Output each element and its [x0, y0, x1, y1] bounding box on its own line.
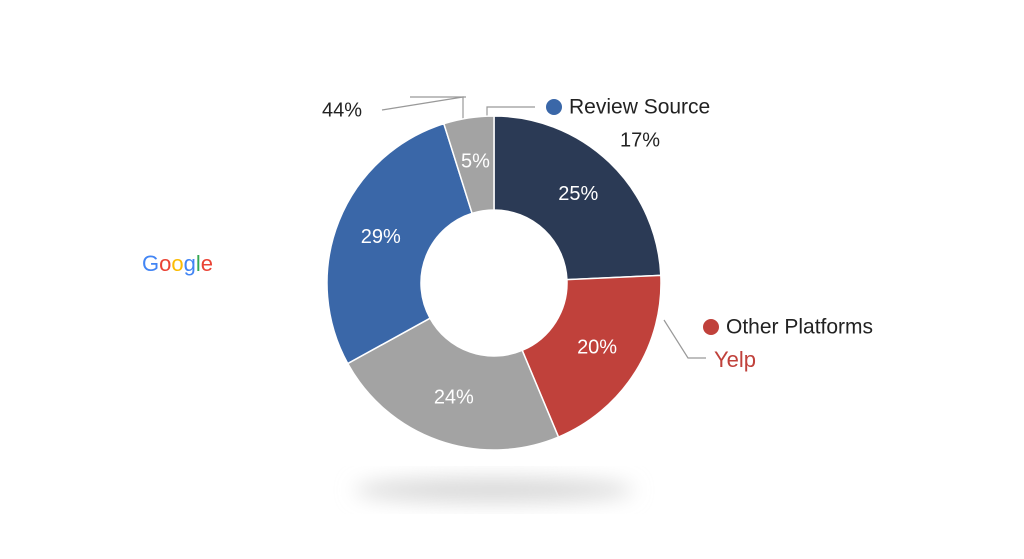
legend-label: Other Platforms [726, 316, 873, 339]
leader-line [381, 96, 464, 124]
slice [442, 115, 495, 215]
legend-dot [703, 319, 719, 335]
annotation: Yelp [714, 347, 756, 372]
legend-dot [546, 99, 562, 115]
slice-label: 29% [361, 226, 401, 248]
slice [346, 317, 560, 451]
annotation: 17% [620, 129, 660, 151]
slice [521, 274, 662, 439]
slice-label: 24% [434, 386, 474, 408]
annotation: 44% [322, 99, 362, 121]
slice-label: 20% [577, 337, 617, 359]
shadow [354, 478, 634, 502]
google-logo: Google [142, 251, 213, 276]
leader-line [663, 319, 706, 359]
slice [326, 122, 474, 365]
slice-label: 25% [558, 183, 598, 205]
legend-label: Review Source [569, 96, 710, 119]
slice-label: 5% [461, 151, 490, 173]
slice [493, 115, 662, 281]
